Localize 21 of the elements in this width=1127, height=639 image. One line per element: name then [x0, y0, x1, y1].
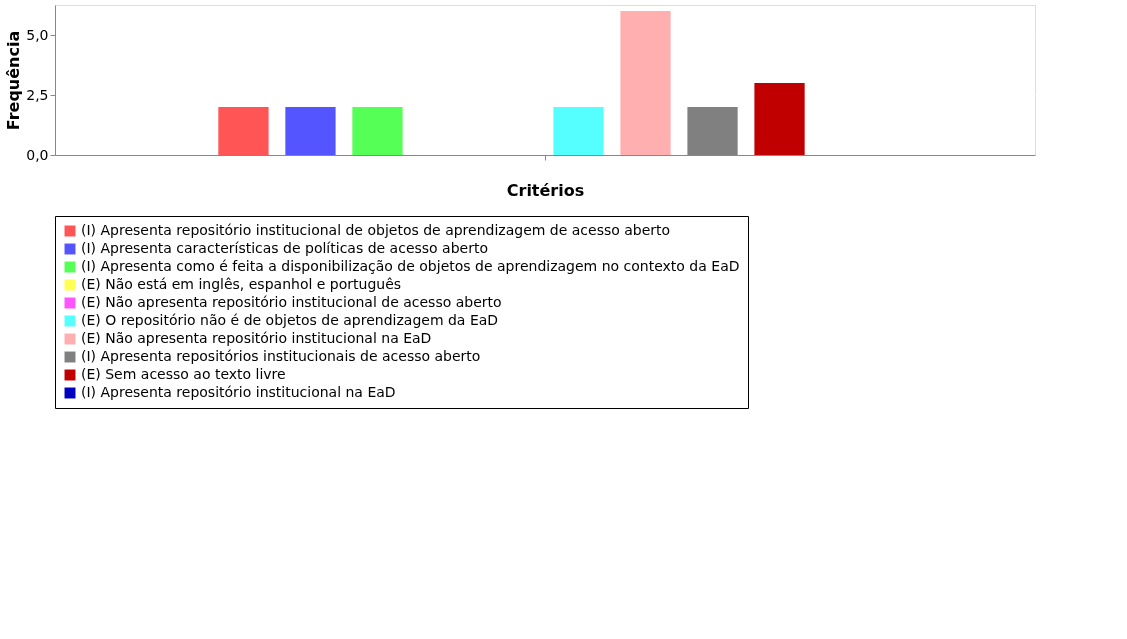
bar [285, 107, 336, 155]
y-tick-label: 0,0 [26, 146, 49, 163]
legend-label: (E) Sem acesso ao texto livre [81, 366, 286, 382]
bar [352, 107, 403, 155]
legend-label: (I) Apresenta características de políticas de acesso aberto [81, 240, 488, 256]
legend-label: (I) Apresenta repositório institucional de objetos de aprendizagem de acesso aberto [81, 222, 671, 238]
y-tick-label: 5,0 [26, 26, 49, 43]
legend-label: (I) Apresenta repositório institucional na EaD [81, 384, 396, 400]
x-axis-title: Critérios [506, 180, 585, 200]
y-tick-label: 2,5 [26, 86, 49, 103]
bar [553, 107, 604, 155]
bar [754, 83, 805, 155]
legend-label: (E) Não apresenta repositório institucional na EaD [81, 330, 432, 346]
legend-label: (E) Não está em inglês, espanhol e português [81, 276, 402, 292]
y-axis-title: Frequência [4, 30, 24, 131]
bar [620, 11, 671, 155]
legend-label: (I) Apresenta como é feita a disponibilização de objetos de aprendizagem no contexto da EaD [81, 258, 740, 274]
legend-label: (E) Não apresenta repositório institucional de acesso aberto [81, 294, 502, 310]
legend-label: (E) O repositório não é de objetos de aprendizagem da EaD [81, 312, 499, 328]
legend-label: (I) Apresenta repositórios institucionais de acesso aberto [81, 348, 481, 364]
bar [218, 107, 269, 155]
